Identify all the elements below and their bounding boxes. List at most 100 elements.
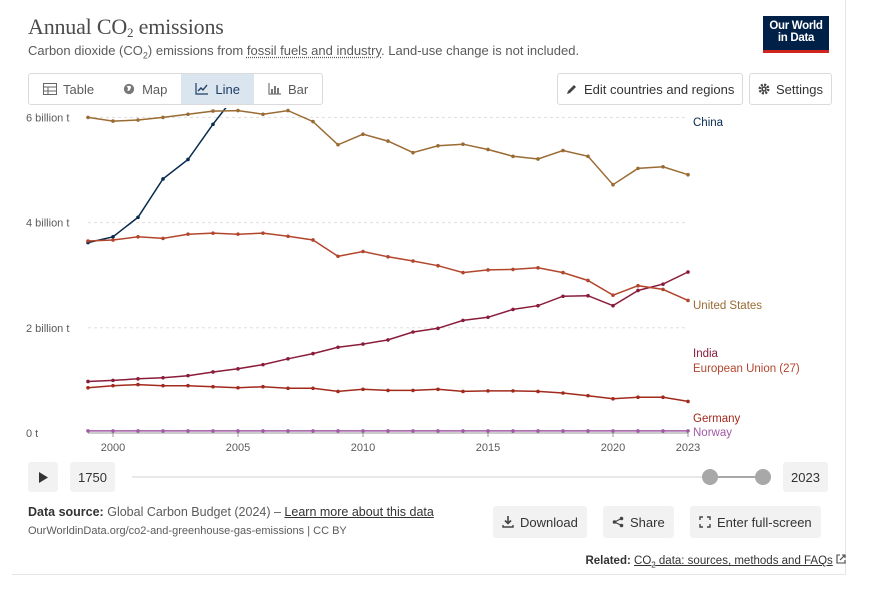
data-point xyxy=(511,267,515,272)
tab-table[interactable]: Table xyxy=(29,74,108,104)
data-point xyxy=(536,429,540,433)
data-point xyxy=(161,383,165,388)
data-point xyxy=(186,383,190,388)
tab-map[interactable]: Map xyxy=(108,74,181,104)
settings-button[interactable]: Settings xyxy=(749,73,832,105)
data-point xyxy=(86,385,90,390)
data-point xyxy=(486,268,490,272)
data-point xyxy=(186,232,190,236)
play-icon xyxy=(39,471,48,483)
data-point xyxy=(486,429,490,433)
data-point xyxy=(461,389,465,394)
data-point xyxy=(561,270,565,275)
data-point xyxy=(436,387,440,392)
data-point xyxy=(211,231,215,235)
data-point xyxy=(561,429,565,433)
fossil-fuels-link[interactable]: fossil fuels and industry xyxy=(246,43,382,58)
timeline-track[interactable] xyxy=(132,476,764,478)
data-point xyxy=(586,429,590,433)
series-label: India xyxy=(693,348,719,360)
tab-bar[interactable]: Bar xyxy=(254,74,322,104)
x-tick-label: 2023 xyxy=(676,442,700,454)
data-point xyxy=(336,389,340,394)
data-point xyxy=(611,429,615,433)
series-label: European Union (27) xyxy=(693,363,800,375)
start-year-label[interactable]: 1750 xyxy=(70,462,115,492)
data-point xyxy=(261,362,265,367)
data-point xyxy=(111,383,115,388)
settings-label: Settings xyxy=(776,81,823,97)
data-point xyxy=(361,132,365,137)
line-chart: 0 t2 billion t4 billion t6 billion t8 bi… xyxy=(26,108,800,454)
data-point xyxy=(536,266,540,270)
data-point xyxy=(561,391,565,395)
tab-line[interactable]: Line xyxy=(181,74,254,104)
data-point xyxy=(486,315,490,320)
data-point xyxy=(436,429,440,433)
data-point xyxy=(136,429,140,433)
play-button[interactable] xyxy=(28,462,58,492)
tab-bar-label: Bar xyxy=(287,81,309,97)
data-point xyxy=(661,395,665,400)
start-year-handle[interactable] xyxy=(702,469,718,485)
data-point xyxy=(636,288,640,293)
fullscreen-label: Enter full-screen xyxy=(717,514,812,530)
x-tick-label: 2020 xyxy=(601,442,625,454)
data-point xyxy=(236,385,240,390)
timeline-selected-range xyxy=(709,476,763,478)
chart-subtitle: Carbon dioxide (CO2) emissions from foss… xyxy=(28,43,580,61)
end-year-handle[interactable] xyxy=(755,469,771,485)
series-line xyxy=(87,271,689,383)
table-icon xyxy=(43,83,57,95)
data-point xyxy=(636,429,640,433)
data-point xyxy=(411,330,415,334)
data-point xyxy=(661,282,665,286)
edit-countries-button[interactable]: Edit countries and regions xyxy=(557,73,744,105)
data-point xyxy=(286,386,290,391)
data-point xyxy=(111,235,115,239)
end-year-label[interactable]: 2023 xyxy=(783,462,828,492)
data-point xyxy=(261,429,265,433)
data-point xyxy=(486,147,490,152)
data-point xyxy=(586,393,590,398)
data-point xyxy=(436,263,440,268)
download-button[interactable]: Download xyxy=(493,506,587,538)
data-point xyxy=(286,357,290,361)
data-point xyxy=(261,231,265,235)
fullscreen-icon xyxy=(699,516,711,528)
data-point xyxy=(111,429,115,433)
data-point xyxy=(386,139,390,143)
timeline: 1750 2023 xyxy=(28,462,829,494)
share-button[interactable]: Share xyxy=(603,506,674,538)
learn-more-link[interactable]: Learn more about this data xyxy=(284,505,434,519)
data-point xyxy=(136,215,140,220)
data-point xyxy=(611,303,615,308)
data-point xyxy=(111,378,115,383)
data-point xyxy=(636,166,640,171)
data-point xyxy=(161,375,165,380)
line-chart-icon xyxy=(195,83,209,95)
data-point xyxy=(486,389,490,393)
data-point xyxy=(111,238,115,242)
data-point xyxy=(186,112,190,117)
chart-card xyxy=(12,0,846,575)
data-point xyxy=(536,389,540,394)
data-point xyxy=(611,397,615,401)
x-tick-label: 2010 xyxy=(351,442,375,454)
data-point xyxy=(311,351,315,356)
series-line xyxy=(87,232,689,302)
owid-logo[interactable]: Our World in Data xyxy=(763,16,829,53)
data-point xyxy=(411,150,415,155)
data-point xyxy=(561,148,565,153)
data-point xyxy=(261,384,265,389)
related-link[interactable]: CO2 data: sources, methods and FAQs xyxy=(634,555,833,570)
data-point xyxy=(386,338,390,342)
data-point xyxy=(461,270,465,275)
data-point xyxy=(511,389,515,393)
fullscreen-button[interactable]: Enter full-screen xyxy=(690,506,821,538)
data-point xyxy=(461,142,465,147)
data-point xyxy=(686,270,690,274)
pencil-icon xyxy=(567,85,576,94)
edit-countries-label: Edit countries and regions xyxy=(584,81,735,97)
data-point xyxy=(111,119,115,123)
